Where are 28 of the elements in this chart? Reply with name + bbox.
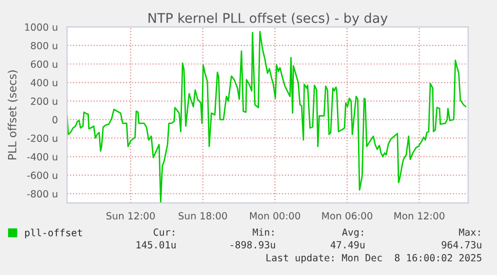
text: 145.01u bbox=[136, 241, 176, 248]
y-tick-label: 0 bbox=[52, 116, 58, 124]
x-tick-label: Mon 06:00 bbox=[322, 212, 372, 220]
text: Avg: bbox=[342, 228, 363, 238]
text: Last update: Mon Dec 8 16:00:02 2025 bbox=[266, 254, 482, 264]
y-tick-label: -600 u bbox=[27, 172, 58, 179]
text: Min: bbox=[252, 228, 274, 236]
x-tick-label: Sun 18:00 bbox=[178, 212, 227, 220]
y-tick-label: -200 u bbox=[27, 134, 58, 142]
x-tick-label: Sun 12:00 bbox=[106, 212, 155, 220]
y-tick-label: 800 u bbox=[30, 42, 58, 50]
y-tick-label: 200 u bbox=[30, 98, 58, 105]
legend-label: pll-offset bbox=[25, 228, 82, 238]
y-tick-label: 400 u bbox=[30, 79, 58, 86]
x-tick-label: Mon 00:00 bbox=[250, 212, 300, 220]
chart-title: NTP kernel PLL offset (secs) - by day bbox=[148, 12, 388, 26]
y-axis-title: PLL offset (secs) bbox=[8, 70, 18, 160]
text: 47.49u bbox=[330, 241, 364, 248]
y-tick-label: 1000 u bbox=[25, 23, 58, 31]
text: 964.73u bbox=[442, 241, 482, 248]
text: Cur: bbox=[154, 228, 174, 236]
x-tick-label: Mon 12:00 bbox=[394, 212, 444, 220]
text: -898.93u bbox=[230, 241, 275, 248]
text: Max: bbox=[459, 228, 480, 236]
y-tick-label: 600 u bbox=[30, 60, 58, 68]
line-series bbox=[67, 30, 466, 203]
y-tick-label: -800 u bbox=[27, 190, 58, 198]
y-tick-label: -400 u bbox=[27, 153, 58, 160]
